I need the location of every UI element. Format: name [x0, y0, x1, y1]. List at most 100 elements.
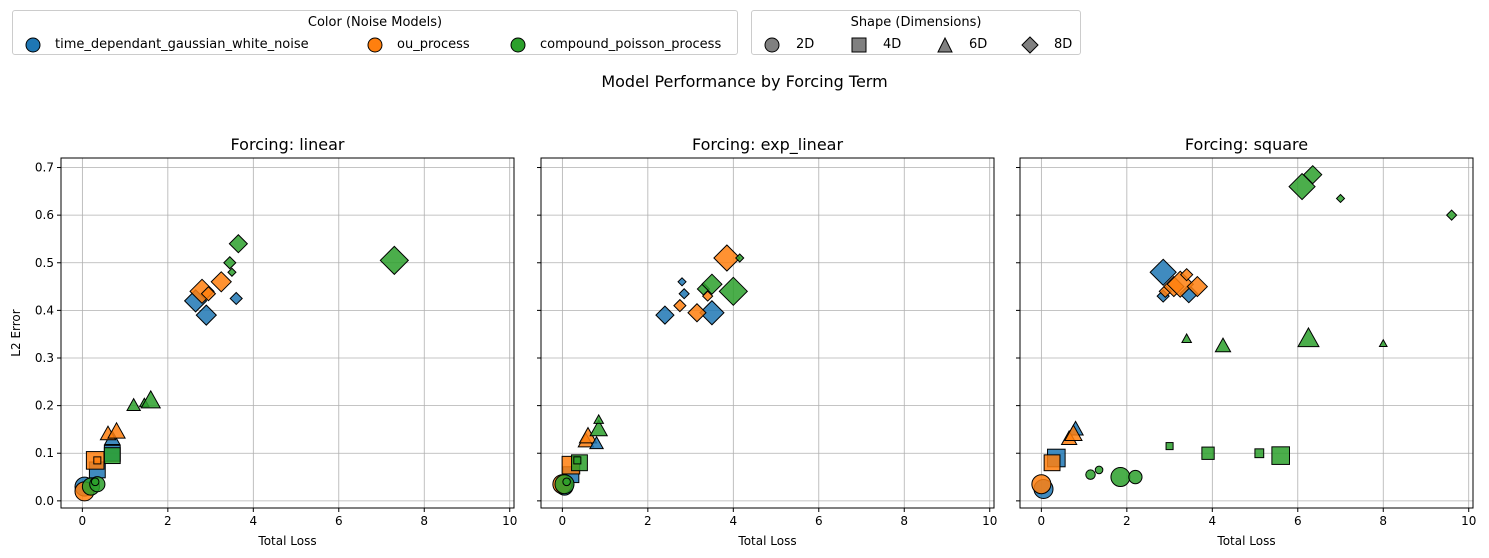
data-point — [589, 419, 609, 437]
data-point — [1110, 467, 1131, 488]
x-tick-label: 6 — [335, 514, 343, 528]
x-axis-label: Total Loss — [1216, 534, 1275, 548]
data-point — [713, 244, 741, 272]
data-point — [140, 389, 162, 409]
data-point — [103, 447, 121, 465]
data-point — [200, 286, 217, 302]
data-point — [562, 477, 571, 487]
axes-frame — [540, 157, 995, 509]
data-points — [552, 244, 749, 496]
data-point — [228, 234, 249, 254]
grid-lines — [541, 158, 994, 508]
data-point — [379, 245, 410, 276]
x-tick-label: 0 — [79, 514, 87, 528]
y-tick-label: 0.0 — [35, 494, 54, 508]
circle-icon — [25, 37, 41, 53]
scatter-panel-1: 0 2 4 6 8 10 0.0 0.1 0.2 0.3 0.4 0.5 0.6 0.7 Forcing: … — [9, 135, 517, 548]
data-point — [1271, 446, 1290, 465]
data-point — [229, 291, 243, 306]
data-point — [107, 421, 126, 439]
circle-icon — [764, 37, 780, 53]
x-tick-label: 2 — [644, 514, 652, 528]
data-point — [210, 271, 232, 293]
x-tick-label: 0 — [1038, 514, 1046, 528]
x-tick-label: 10 — [502, 514, 517, 528]
data-point — [227, 267, 237, 277]
legend-item-label: time_dependant_gaussian_white_noise — [55, 37, 309, 52]
x-axis-label: Total Loss — [257, 534, 316, 548]
y-tick-label: 0.5 — [35, 256, 54, 270]
x-tick-label: 4 — [249, 514, 257, 528]
data-point — [1128, 469, 1143, 485]
data-point — [1094, 465, 1104, 475]
x-tick-label: 10 — [1461, 514, 1476, 528]
data-point — [1201, 446, 1215, 460]
x-tick-label: 4 — [729, 514, 737, 528]
figure-title: Model Performance by Forcing Term — [601, 72, 888, 91]
x-tick-label: 8 — [420, 514, 428, 528]
x-tick-label: 6 — [1294, 514, 1302, 528]
data-point — [1043, 454, 1061, 472]
y-tick-label: 0.4 — [35, 303, 54, 317]
legend-item-label: 2D — [796, 37, 815, 52]
data-point — [90, 477, 100, 487]
data-points — [1031, 164, 1458, 499]
scatter-panel-2: 0 2 4 6 8 10 Forcing: exp_linear Total Loss — [537, 135, 997, 548]
data-point — [673, 298, 687, 313]
data-point — [1064, 424, 1083, 441]
data-point — [223, 256, 237, 270]
data-point — [593, 413, 605, 424]
scatter-panel-3: 0 2 4 6 8 10 Forcing: square Total Loss — [1016, 135, 1476, 548]
x-tick-label: 6 — [815, 514, 823, 528]
data-point — [1031, 474, 1052, 495]
data-point — [1165, 442, 1174, 451]
data-points — [74, 234, 410, 502]
data-point — [1179, 267, 1194, 282]
legend-shape: Shape (Dimensions) 2D 4D 6D 8D — [751, 10, 1081, 55]
x-tick-label: 2 — [1123, 514, 1131, 528]
data-point — [1186, 275, 1209, 298]
data-point — [1378, 338, 1388, 348]
x-tick-label: 8 — [900, 514, 908, 528]
data-point — [93, 456, 102, 465]
data-point — [718, 276, 749, 307]
x-tick-label: 4 — [1208, 514, 1216, 528]
data-point — [1297, 326, 1320, 348]
circle-icon — [510, 37, 526, 53]
data-point — [701, 273, 723, 295]
data-point — [1254, 448, 1265, 459]
circle-icon — [367, 37, 383, 53]
axes-frame — [1019, 157, 1474, 509]
legend-item-label: ou_process — [397, 37, 470, 52]
data-point — [126, 397, 142, 412]
data-point — [687, 303, 707, 323]
data-point — [589, 435, 605, 450]
y-axis-label: L2 Error — [9, 309, 23, 356]
data-point — [1303, 164, 1323, 185]
y-tick-label: 0.1 — [35, 446, 54, 460]
data-point — [1149, 258, 1177, 286]
data-point — [573, 456, 582, 465]
x-tick-label: 8 — [1379, 514, 1387, 528]
data-point — [1085, 469, 1096, 480]
legend-shape-title: Shape (Dimensions) — [850, 15, 982, 30]
x-tick-label: 10 — [982, 514, 997, 528]
y-tick-label: 0.3 — [35, 351, 54, 365]
square-icon — [851, 37, 867, 53]
y-tick-label: 0.6 — [35, 208, 54, 222]
legend-item-label: 8D — [1054, 37, 1073, 52]
data-point — [1214, 337, 1232, 353]
x-tick-label: 0 — [559, 514, 567, 528]
data-point — [677, 277, 687, 287]
panel-title: Forcing: linear — [231, 135, 345, 154]
data-point — [699, 300, 725, 326]
axes-frame — [60, 157, 515, 509]
y-tick-label: 0.2 — [35, 399, 54, 413]
x-tick-label: 2 — [164, 514, 172, 528]
legend-color: Color (Noise Models) time_dependant_gaus… — [12, 10, 738, 55]
data-point — [1445, 209, 1458, 221]
legend-item-label: compound_poisson_process — [540, 37, 722, 52]
data-point — [735, 253, 745, 263]
data-point — [678, 288, 690, 300]
y-tick-label: 0.7 — [35, 161, 54, 175]
